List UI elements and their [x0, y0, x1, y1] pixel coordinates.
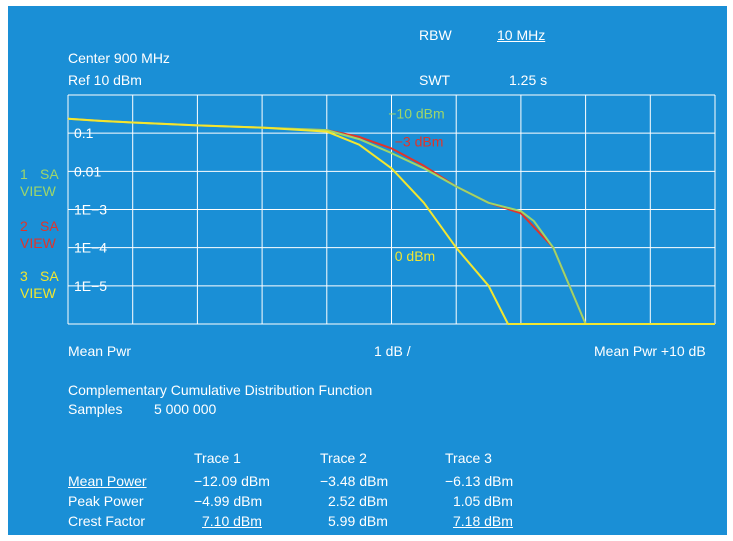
y-tick-label: 0.01	[74, 163, 101, 179]
crest-factor-trace-3: 7.18 dBm	[453, 513, 513, 529]
series-label-3: 0 dBm	[395, 248, 435, 264]
table-header-trace-3: Trace 3	[445, 450, 492, 466]
series-labels: −10 dBm −3 dBm 0 dBm	[388, 106, 444, 264]
x-axis-scale-label: 1 dB /	[374, 343, 411, 359]
table-header-trace-1: Trace 1	[194, 450, 241, 466]
crest-factor-trace-1: 7.10 dBm	[202, 513, 262, 529]
reference-level: Ref 10 dBm	[68, 72, 142, 88]
y-tick-label: 1E−3	[74, 202, 107, 218]
row-label-mean-power: Mean Power	[68, 473, 147, 489]
mean-power-trace-2: −3.48 dBm	[320, 473, 389, 489]
peak-power-trace-3: 1.05 dBm	[453, 493, 513, 509]
table-header-trace-2: Trace 2	[320, 450, 367, 466]
trace-line-3	[67, 117, 715, 325]
trace-3-number: 3	[20, 268, 28, 284]
peak-power-trace-1: −4.99 dBm	[194, 493, 263, 509]
chart-grid	[67, 94, 716, 325]
trace-1-tag: SA	[40, 166, 59, 182]
x-axis-left-label: Mean Pwr	[68, 343, 132, 359]
y-tick-label: 1E−4	[74, 240, 107, 256]
trace-2-number: 2	[20, 218, 28, 234]
swt-label: SWT	[419, 72, 451, 88]
mean-power-trace-3: −6.13 dBm	[445, 473, 514, 489]
row-label-crest-factor: Crest Factor	[68, 513, 146, 529]
row-label-peak-power: Peak Power	[68, 493, 144, 509]
x-axis-right-label: Mean Pwr +10 dB	[594, 343, 706, 359]
trace-2-view: VIEW	[20, 235, 56, 251]
trace-2-tag: SA	[40, 218, 59, 234]
chart-traces	[67, 117, 715, 325]
samples-label: Samples	[68, 401, 123, 417]
mean-power-trace-1: −12.09 dBm	[194, 473, 270, 489]
center-frequency: Center 900 MHz	[68, 50, 170, 66]
trace-1-number: 1	[20, 166, 28, 182]
y-tick-label: 0.1	[74, 125, 94, 141]
trace-3-view: VIEW	[20, 285, 56, 301]
y-tick-label: 1E−5	[74, 278, 107, 294]
rbw-label: RBW	[419, 27, 452, 43]
ccdf-chart: 0.1 0.01 1E−3 1E−4 1E−5 −10 dBm −3 dBm 0 dBm	[67, 94, 716, 325]
crest-factor-trace-2: 5.99 dBm	[328, 513, 388, 529]
series-label-2: −3 dBm	[395, 133, 444, 149]
samples-value: 5 000 000	[154, 401, 217, 417]
series-label-1: −10 dBm	[388, 106, 444, 122]
instrument-screen: Center 900 MHz Ref 10 dBm RBW 10 MHz SWT…	[8, 6, 727, 535]
trace-3-tag: SA	[40, 268, 59, 284]
peak-power-trace-2: 2.52 dBm	[328, 493, 388, 509]
trace-1-view: VIEW	[20, 183, 56, 199]
rbw-value: 10 MHz	[497, 27, 546, 43]
y-tick-labels: 0.1 0.01 1E−3 1E−4 1E−5	[74, 125, 107, 294]
swt-value: 1.25 s	[509, 72, 548, 88]
function-title: Complementary Cumulative Distribution Fu…	[68, 382, 373, 398]
